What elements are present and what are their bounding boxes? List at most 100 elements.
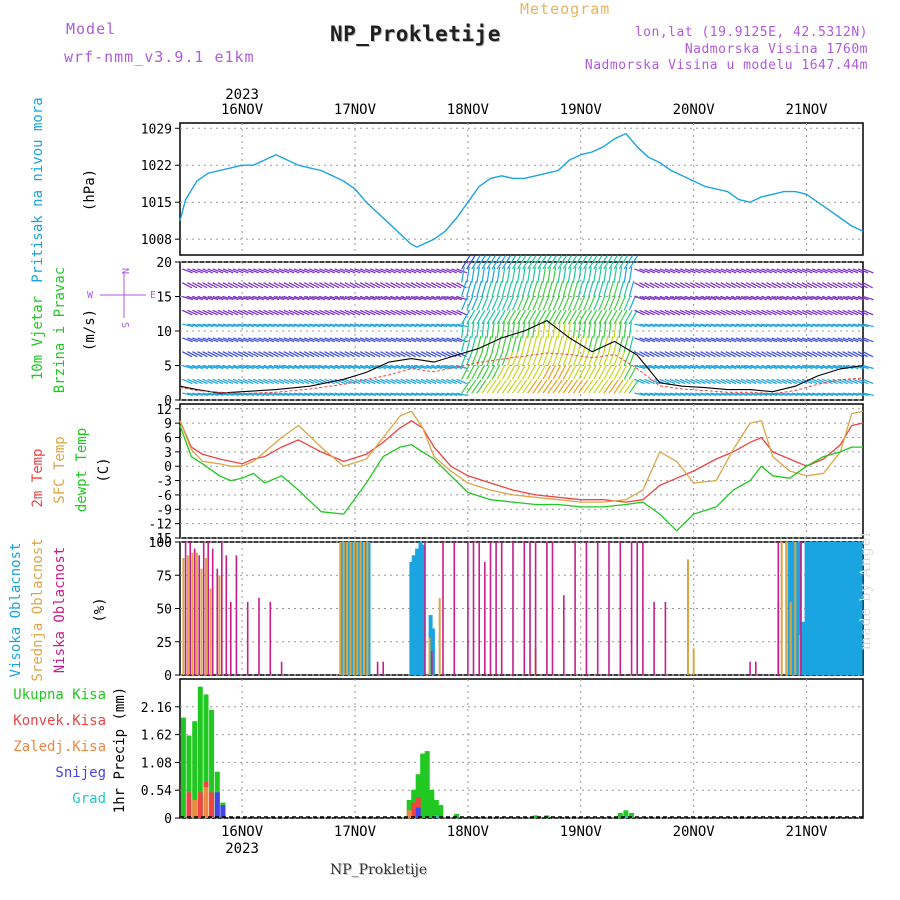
wind-arrow [202,378,213,385]
wind-arrow [603,295,611,311]
precip-bar-0 [623,810,629,818]
cloud-bar-0 [811,542,816,675]
wind-arrow [516,321,521,338]
wind-arrow [248,295,259,301]
wind-arrow [471,321,475,338]
wind-arrow [309,295,320,301]
wind-arrow [532,321,536,338]
wind-arrow [832,337,844,343]
cloud-bar-1 [438,597,441,675]
wind-arrow [253,295,265,301]
wind-arrow [852,295,864,301]
location-coordinates: lon,lat (19.9125E, 42.5312N) [634,25,868,40]
wind-arrow [319,364,331,370]
wind-arrow [385,323,397,328]
wind-arrow [588,254,598,270]
wind-arrow [253,351,264,358]
wind-arrow [730,295,742,301]
wind-arrow [588,336,594,352]
wind-arrow [669,392,681,396]
wind-arrow [857,351,868,358]
wind-arrow [263,295,275,301]
wind-unit-label: (m/s) [82,309,98,351]
wind-arrow [557,309,567,325]
wind-arrow [314,309,325,316]
wind-arrow [496,254,507,270]
wind-arrow [212,364,224,370]
mid-cloud-axis-label: Srednja Oblacnost [30,538,46,681]
wind-arrow [659,364,671,370]
wind-arrow [364,309,376,316]
wind-arrow [832,268,844,274]
wind-arrow [811,378,823,385]
wind-arrow [415,337,427,343]
wind-arrow [436,323,448,328]
wind-arrow [243,295,254,301]
bottom-xtick-label: 18NOV [447,824,490,840]
wind-arrow [796,351,808,358]
cloud-bar-0 [821,542,826,675]
cloud-bar-0 [804,542,809,675]
wind-arrow [786,323,798,328]
cloud-bar-0 [342,542,347,675]
wind-arrow [405,309,417,316]
wind-arrow [695,282,706,289]
wind-arrow [207,378,219,385]
wind-arrow [735,282,746,289]
wind-arrow [567,379,578,394]
wind-arrow [537,295,545,311]
wind-arrow [481,254,492,270]
wind-arrow [395,392,407,396]
wind-arrow [822,268,833,274]
wind-arrow [771,309,782,316]
wind-arrow [852,378,864,385]
wind-arrow [786,392,798,396]
wind-arrow [283,295,295,301]
wind-arrow [349,268,361,274]
wind-arrow [771,268,783,274]
wind-arrow [690,309,701,316]
wind-arrow [791,295,803,301]
wind-arrow [476,309,486,325]
wind-arrow [390,282,401,289]
wind-arrow [334,364,346,370]
wind-arrow [334,351,345,358]
wind-arrow [847,337,859,343]
wind-arrow [659,337,671,343]
wind-arrow [202,364,214,370]
wind-arrow [309,392,321,396]
cloud-bar-1 [200,568,203,675]
wind-arrow [268,268,280,274]
wind-arrow [197,364,209,370]
wind-arrow [679,392,692,396]
wind-arrow [283,268,295,274]
precip-legend-0: Ukupna Kisa [13,687,106,703]
wind-arrow [212,309,224,316]
wind-arrow [801,351,813,358]
precip-bar-0 [438,805,444,818]
cloudiness-ytick-label: 25 [156,636,172,651]
wind-arrow [308,282,320,289]
wind-arrow [217,309,229,316]
wind-arrow [588,364,597,380]
wind-arrow [781,392,793,396]
wind-arrow [486,266,491,283]
wind-arrow [588,321,592,338]
wind-arrow [344,378,356,385]
wind-arrow [730,378,742,385]
temperature-ytick-label: -12 [149,518,172,533]
wind-arrow [822,309,833,316]
wind-arrow [248,268,259,274]
wind-arrow [511,350,519,366]
precip-bar-0 [429,789,435,818]
wind-ytick-label: 15 [156,291,172,306]
wind-arrow [771,323,783,328]
temp2m-axis-label: 2m Temp [30,448,46,507]
wind-arrow [491,280,498,297]
wind-arrow [756,309,767,316]
wind-arrow [258,295,270,301]
wind-arrow [532,336,538,352]
wind-arrow [761,351,772,358]
wind-arrow [430,282,442,289]
wind-arrow [288,364,300,370]
